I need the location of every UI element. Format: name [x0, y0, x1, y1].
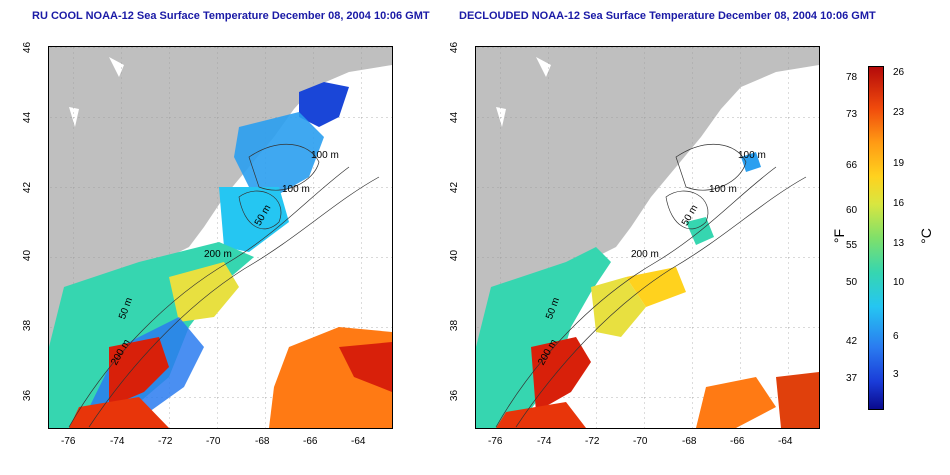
lon-label: -70 — [633, 436, 648, 447]
lon-label: -72 — [158, 436, 173, 447]
lat-label: 42 — [22, 181, 34, 194]
celsius-tick: 6 — [893, 331, 899, 342]
lat-label: 38 — [449, 319, 461, 332]
fahrenheit-tick: 55 — [846, 240, 858, 251]
lon-label: -70 — [206, 436, 221, 447]
isobath-label: 100 m — [738, 150, 766, 161]
lat-label: 46 — [449, 41, 461, 54]
fahrenheit-tick: 73 — [846, 109, 858, 120]
isobath-label: 100 m — [282, 184, 310, 195]
lat-label: 46 — [22, 41, 34, 54]
lat-label: 36 — [449, 389, 461, 402]
celsius-tick: 13 — [893, 238, 905, 249]
isobath-label: 100 m — [709, 184, 737, 195]
lon-label: -68 — [682, 436, 697, 447]
fahrenheit-unit: °F — [831, 228, 848, 244]
celsius-tick: 23 — [893, 107, 905, 118]
celsius-tick: 16 — [893, 198, 905, 209]
lat-label: 36 — [22, 389, 34, 402]
celsius-unit: °C — [917, 228, 934, 244]
lon-label: -74 — [537, 436, 552, 447]
fahrenheit-tick: 66 — [846, 160, 858, 171]
fahrenheit-tick: 78 — [846, 72, 858, 83]
right-map-title: DECLOUDED NOAA-12 Sea Surface Temperatur… — [459, 10, 876, 22]
isobath-label: 200 m — [204, 249, 232, 260]
lon-label: -68 — [255, 436, 270, 447]
celsius-tick: 3 — [893, 369, 899, 380]
celsius-tick: 19 — [893, 158, 905, 169]
lon-label: -66 — [303, 436, 318, 447]
isobath-label: 100 m — [311, 150, 339, 161]
fahrenheit-tick: 37 — [846, 373, 858, 384]
lat-label: 44 — [22, 111, 34, 124]
lat-label: 42 — [449, 181, 461, 194]
lat-label: 40 — [22, 249, 34, 262]
lon-label: -64 — [351, 436, 366, 447]
isobath-label: 200 m — [631, 249, 659, 260]
lon-label: -64 — [778, 436, 793, 447]
fahrenheit-tick: 60 — [846, 205, 858, 216]
lat-label: 40 — [449, 249, 461, 262]
lat-label: 44 — [449, 111, 461, 124]
celsius-tick: 10 — [893, 277, 905, 288]
sst-map-declouded: 100 m 100 m 50 m 200 m 50 m 200 m — [475, 46, 820, 429]
lat-label: 38 — [22, 319, 34, 332]
left-map-title: RU COOL NOAA-12 Sea Surface Temperature … — [32, 10, 430, 22]
lon-label: -76 — [61, 436, 76, 447]
lon-label: -72 — [585, 436, 600, 447]
celsius-tick: 26 — [893, 67, 905, 78]
lon-label: -66 — [730, 436, 745, 447]
fahrenheit-tick: 42 — [846, 336, 858, 347]
temperature-colorbar — [868, 66, 884, 410]
lon-label: -76 — [488, 436, 503, 447]
lon-label: -74 — [110, 436, 125, 447]
sst-map-raw: 100 m 100 m 50 m 200 m 50 m 200 m — [48, 46, 393, 429]
fahrenheit-tick: 50 — [846, 277, 858, 288]
